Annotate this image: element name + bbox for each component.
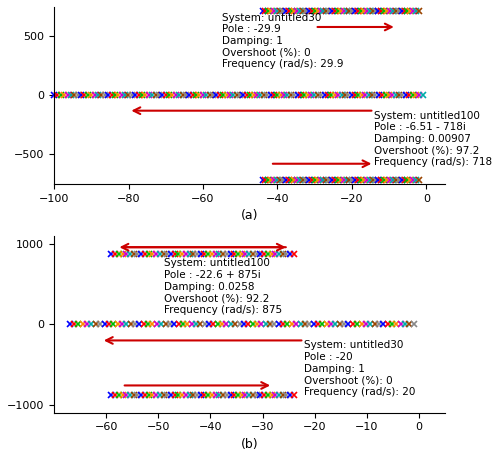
Text: System: untitled100
Pole : -6.51 - 718i
Damping: 0.00907
Overshoot (%): 97.2
Fre: System: untitled100 Pole : -6.51 - 718i … [374, 111, 492, 167]
Text: System: untitled30
Pole : -29.9
Damping: 1
Overshoot (%): 0
Frequency (rad/s): 2: System: untitled30 Pole : -29.9 Damping:… [222, 13, 343, 69]
X-axis label: (b): (b) [240, 438, 258, 451]
Text: System: untitled100
Pole : -22.6 + 875i
Damping: 0.0258
Overshoot (%): 92.2
Freq: System: untitled100 Pole : -22.6 + 875i … [164, 258, 282, 315]
Text: System: untitled30
Pole : -20
Damping: 1
Overshoot (%): 0
Frequency (rad/s): 20: System: untitled30 Pole : -20 Damping: 1… [304, 340, 416, 397]
X-axis label: (a): (a) [241, 209, 258, 222]
